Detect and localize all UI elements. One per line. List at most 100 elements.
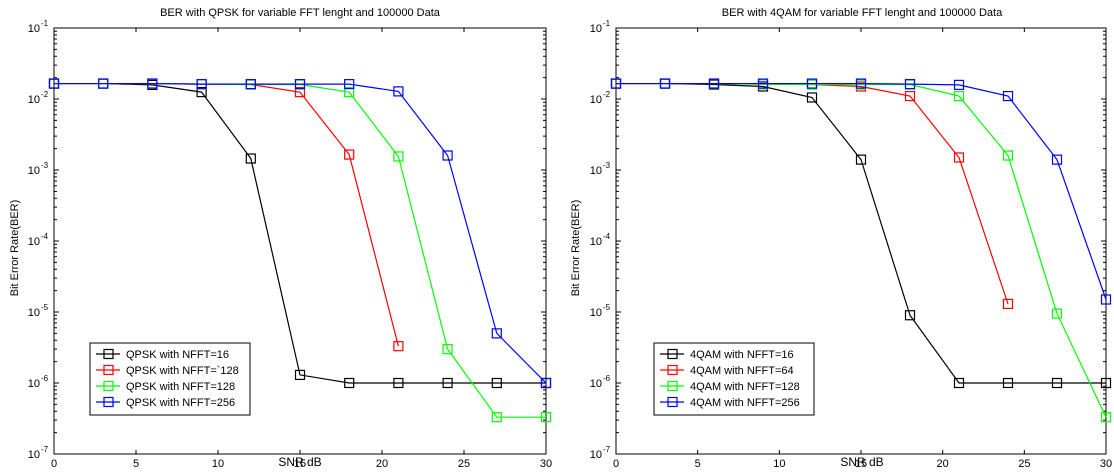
data-point — [806, 92, 818, 103]
data-point — [344, 149, 355, 160]
legend-swatch-marker — [103, 380, 114, 392]
y-tick-exponent: -6 — [41, 374, 49, 383]
chart-panel-qpsk: BER with QPSK for variable FFT lenght an… — [0, 0, 557, 470]
legend-label: QPSK with NFFT=`128 — [126, 365, 239, 377]
data-point — [491, 328, 502, 339]
legend: 4QAM with NFFT=16 4QAM with NFFT=64 4QAM w… — [653, 342, 815, 416]
legend-swatch-marker — [667, 396, 678, 408]
x-tick-label: 20 — [376, 458, 388, 470]
legend-swatch-marker — [667, 380, 678, 392]
y-tick-exponent: -7 — [603, 445, 611, 454]
y-tick-label: 10 — [28, 236, 40, 248]
data-point — [1002, 298, 1014, 310]
data-point — [1002, 90, 1014, 102]
y-tick-label: 10 — [590, 94, 602, 106]
y-tick-exponent: -5 — [603, 303, 611, 312]
legend: QPSK with NFFT=16 QPSK with NFFT=`128 QPSK… — [89, 342, 251, 416]
x-tick-label: 25 — [1018, 458, 1030, 470]
data-point — [196, 79, 207, 90]
data-point — [245, 153, 256, 164]
data-point — [953, 152, 965, 163]
y-tick-label: 10 — [28, 165, 40, 177]
data-point — [904, 90, 916, 102]
y-tick-label: 10 — [590, 449, 602, 461]
y-tick-exponent: -3 — [603, 161, 611, 170]
x-tick-label: 0 — [613, 458, 619, 470]
y-tick-label: 10 — [590, 307, 602, 319]
legend-swatch-marker — [667, 364, 678, 376]
data-point — [855, 78, 867, 89]
y-axis-label: Bit Error Rate(BER) — [9, 200, 21, 297]
x-tick-label: 10 — [773, 458, 785, 470]
series-line — [54, 82, 546, 384]
data-point — [491, 377, 502, 389]
y-tick-label: 10 — [590, 165, 602, 177]
data-point — [442, 377, 453, 389]
y-tick-exponent: -2 — [41, 90, 49, 99]
legend-box — [653, 342, 815, 416]
data-point — [294, 369, 306, 381]
legend-label: 4QAM with NFFT=128 — [690, 381, 800, 393]
data-point — [393, 86, 404, 97]
data-point — [393, 341, 404, 352]
data-point — [540, 377, 552, 389]
data-point — [196, 87, 207, 98]
legend-label: QPSK with NFFT=16 — [126, 349, 229, 361]
data-point — [491, 412, 502, 423]
legend-label: 4QAM with NFFT=16 — [690, 349, 794, 361]
x-tick-label: 0 — [51, 458, 57, 470]
y-tick-label: 10 — [28, 23, 40, 35]
y-tick-exponent: -5 — [41, 303, 49, 312]
chart-title: BER with 4QAM for variable FFT lenght an… — [722, 7, 1003, 19]
chart-4qam: BER with 4QAM for variable FFT lenght an… — [570, 7, 1112, 470]
data-point — [393, 151, 404, 162]
x-tick-label: 10 — [212, 458, 224, 470]
legend-swatch-marker — [103, 396, 114, 408]
data-point — [1051, 308, 1063, 319]
data-point — [904, 79, 916, 90]
y-tick-exponent: -6 — [603, 374, 611, 383]
y-tick-label: 10 — [590, 378, 602, 390]
series-line — [616, 82, 1107, 300]
data-point — [1100, 412, 1112, 423]
data-point — [48, 78, 60, 89]
data-point — [1051, 377, 1063, 389]
legend-swatch-marker — [103, 364, 114, 376]
data-point — [953, 79, 965, 90]
data-point — [953, 377, 965, 389]
y-tick-label: 10 — [28, 94, 40, 106]
data-point — [98, 78, 109, 89]
data-point — [1002, 377, 1014, 389]
data-point — [442, 150, 453, 161]
data-point — [147, 78, 158, 89]
x-tick-label: 5 — [695, 458, 701, 470]
data-point — [904, 310, 916, 321]
y-tick-label: 10 — [28, 378, 40, 390]
data-point — [953, 90, 965, 102]
series — [610, 78, 1112, 305]
data-point — [344, 87, 355, 98]
data-point — [1100, 294, 1112, 305]
data-point — [245, 79, 256, 90]
data-point — [344, 377, 355, 389]
data-point — [806, 78, 818, 89]
y-tick-label: 10 — [28, 307, 40, 319]
legend-label: QPSK with NFFT=128 — [126, 381, 235, 393]
data-point — [540, 412, 552, 423]
y-tick-exponent: -4 — [603, 232, 611, 241]
chart-title: BER with QPSK for variable FFT lenght an… — [160, 7, 441, 19]
y-tick-exponent: -3 — [41, 161, 49, 170]
legend-label: 4QAM with NFFT=256 — [690, 397, 800, 409]
x-axis-label: SNR dB — [840, 455, 883, 469]
x-tick-label: 5 — [133, 458, 139, 470]
data-point — [442, 344, 453, 355]
legend-box — [89, 342, 251, 416]
data-point — [393, 377, 404, 389]
data-point — [294, 87, 306, 98]
y-tick-label: 10 — [28, 449, 40, 461]
data-point — [659, 78, 671, 89]
x-tick-label: 30 — [540, 458, 552, 470]
series-line — [54, 82, 547, 384]
data-point — [855, 154, 867, 165]
data-point — [294, 79, 306, 90]
